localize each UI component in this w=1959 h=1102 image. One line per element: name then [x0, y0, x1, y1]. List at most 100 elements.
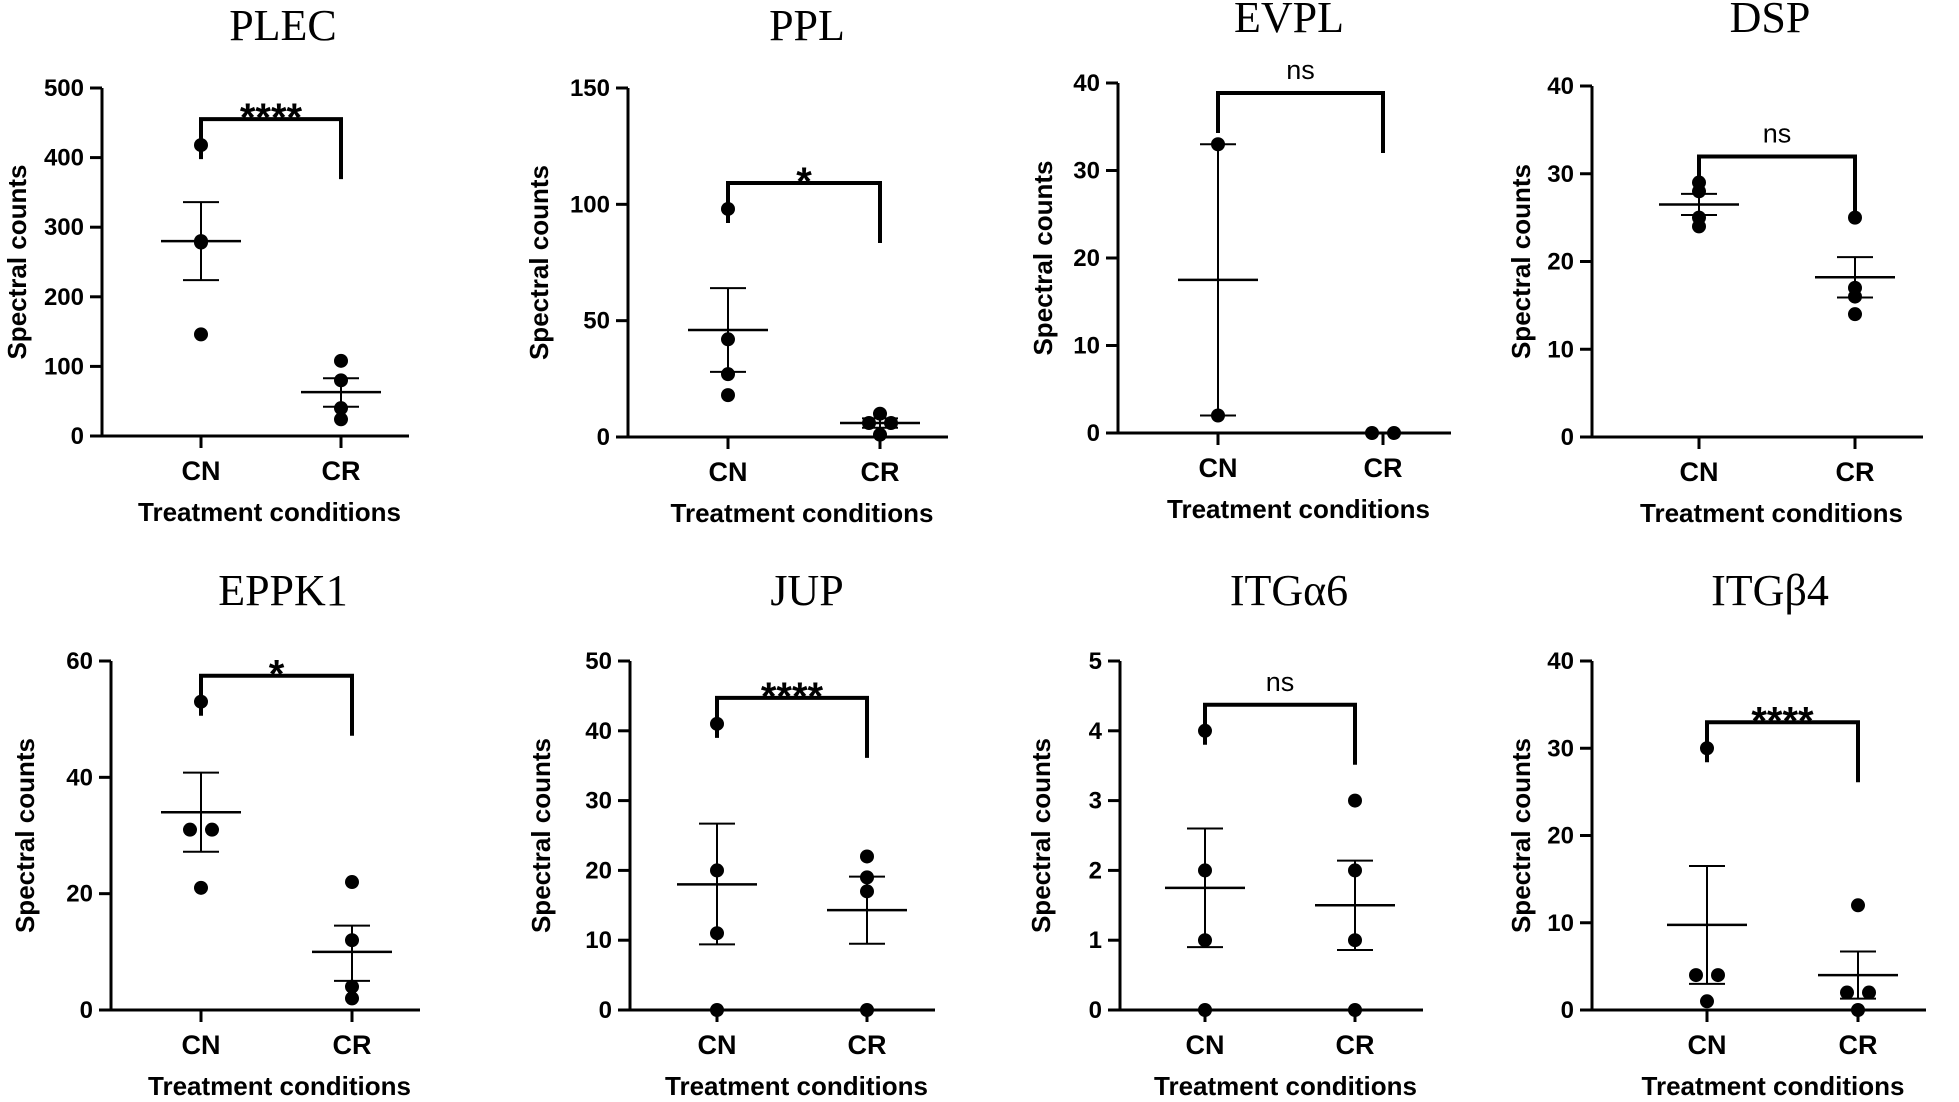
y-tick-label: 100 [570, 191, 610, 218]
data-point [345, 979, 359, 994]
data-point [1840, 985, 1854, 1000]
x-axis-label: Treatment conditions [665, 1071, 928, 1101]
data-point [1851, 898, 1865, 913]
y-tick-label: 5 [1089, 648, 1102, 675]
data-point [721, 332, 735, 347]
y-tick-label: 300 [44, 214, 84, 241]
x-tick-label: CN [698, 1030, 737, 1060]
series-cr [312, 875, 392, 1006]
y-axis-label: Spectral counts [524, 165, 554, 360]
significance-bracket [1203, 702, 1357, 765]
data-point [194, 235, 208, 250]
y-tick-label: 400 [44, 145, 84, 172]
data-point [721, 367, 735, 382]
x-tick-label: CR [1336, 1030, 1375, 1060]
x-tick-label: CN [1680, 457, 1719, 487]
data-point [1348, 863, 1362, 878]
y-tick-label: 200 [44, 284, 84, 311]
x-tick-label: CN [1186, 1030, 1225, 1060]
x-axis-label: Treatment conditions [1640, 498, 1903, 528]
x-axis-label: Treatment conditions [138, 497, 401, 527]
chart-title: PLEC [229, 1, 337, 50]
series-cn [1659, 175, 1739, 234]
data-point [710, 926, 724, 941]
x-tick-label: CR [861, 457, 900, 487]
series-cr [827, 849, 907, 1017]
data-point [860, 1003, 874, 1017]
y-tick-label: 30 [1073, 158, 1100, 185]
y-tick-label: 40 [585, 718, 612, 745]
data-point [1348, 1003, 1362, 1017]
data-point [1848, 307, 1862, 322]
x-tick-label: CR [1364, 453, 1403, 483]
y-tick-label: 30 [1547, 735, 1574, 762]
significance-bracket [1705, 720, 1860, 783]
y-axis-label: Spectral counts [526, 738, 556, 933]
y-tick-label: 50 [585, 648, 612, 675]
data-point [873, 406, 887, 421]
data-point [860, 849, 874, 864]
y-tick-label: 40 [1073, 70, 1100, 97]
series-cr [301, 353, 381, 427]
y-tick-label: 10 [585, 927, 612, 954]
significance-bracket [715, 695, 869, 758]
data-point [334, 412, 348, 427]
y-tick-label: 2 [1089, 857, 1102, 884]
y-tick-label: 30 [585, 788, 612, 815]
data-point [1387, 426, 1401, 440]
data-point [345, 933, 359, 948]
x-tick-label: CN [1688, 1030, 1727, 1060]
x-tick-label: CN [182, 456, 221, 486]
y-tick-label: 20 [1547, 249, 1574, 276]
data-point [884, 416, 898, 431]
data-point [710, 863, 724, 878]
y-axis-label: Spectral counts [1028, 160, 1058, 355]
series-cn [1667, 741, 1747, 1009]
series-cr [1315, 793, 1395, 1017]
data-point [334, 353, 348, 368]
significance-bracket [726, 180, 882, 243]
y-tick-label: 0 [1089, 997, 1102, 1024]
data-point [721, 388, 735, 403]
y-tick-label: 10 [1547, 910, 1574, 937]
series-cn [1178, 137, 1258, 423]
x-tick-label: CR [333, 1030, 372, 1060]
panel-jup-5: JUP 0 10 20 30 40 50 CN CR Treatment conditions Sp… [526, 566, 935, 1101]
data-point [710, 1003, 724, 1017]
y-tick-label: 3 [1089, 788, 1102, 815]
y-tick-label: 60 [66, 648, 93, 675]
data-point [1848, 210, 1862, 225]
significance-bracket [199, 117, 343, 180]
significance-label: **** [240, 96, 303, 140]
x-tick-label: CN [182, 1030, 221, 1060]
series-cr [1818, 898, 1898, 1017]
y-tick-label: 50 [583, 308, 610, 335]
data-point [1692, 219, 1706, 234]
x-axis-label: Treatment conditions [1154, 1071, 1417, 1101]
data-point [1692, 184, 1706, 199]
x-tick-label: CR [1839, 1030, 1878, 1060]
y-tick-label: 40 [66, 764, 93, 791]
chart-title: EVPL [1234, 0, 1344, 42]
y-axis-label: Spectral counts [1506, 164, 1536, 359]
data-point [1851, 1003, 1865, 1017]
y-tick-label: 100 [44, 353, 84, 380]
y-tick-label: 20 [66, 881, 93, 908]
chart-title: EPPK1 [218, 566, 348, 615]
y-tick-label: 0 [599, 997, 612, 1024]
data-point [1211, 408, 1225, 423]
series-cn [161, 138, 241, 342]
data-point [334, 373, 348, 388]
series-cr [1815, 210, 1895, 322]
y-tick-label: 10 [1547, 336, 1574, 363]
data-point [1348, 793, 1362, 808]
y-tick-label: 0 [80, 997, 93, 1024]
panel-plec-0: PLEC 0 100 200 300 400 500 CN CR Treatment condit… [2, 1, 409, 527]
x-axis-label: Treatment conditions [1642, 1071, 1905, 1101]
significance-label: * [269, 653, 285, 697]
series-cn [1165, 723, 1245, 1017]
y-tick-label: 40 [1547, 648, 1574, 675]
chart-title: DSP [1730, 0, 1811, 42]
x-tick-label: CR [1836, 457, 1875, 487]
y-axis-label: Spectral counts [1026, 738, 1056, 933]
